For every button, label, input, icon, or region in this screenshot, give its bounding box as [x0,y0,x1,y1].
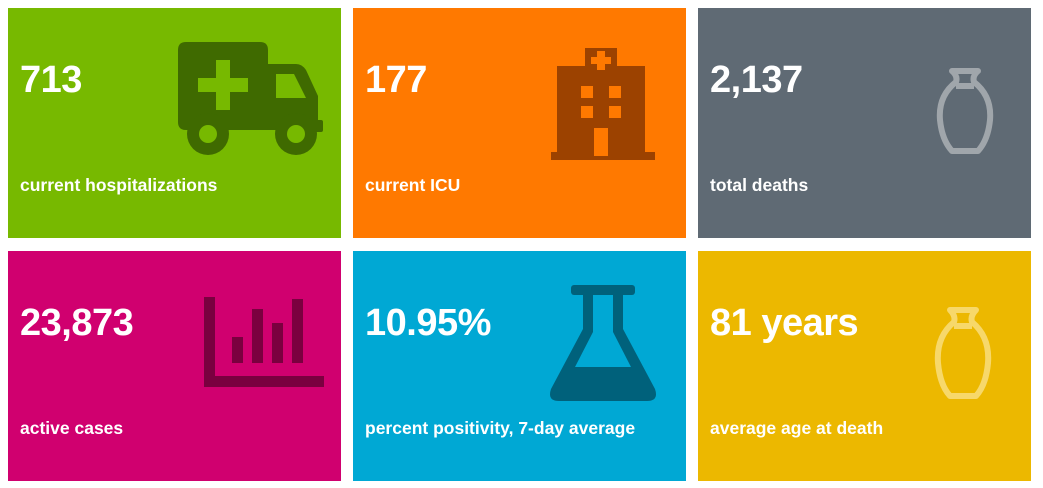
stat-tile-active-cases: 23,873 active cases [8,251,341,481]
age-at-death-value: 81 years [710,302,859,344]
stat-tile-deaths: 2,137 total deaths [698,8,1031,238]
ambulance-icon [178,42,323,157]
flask-icon [549,285,657,405]
icu-label: current ICU [365,175,461,195]
active-cases-label: active cases [20,418,124,438]
stat-tile-icu: 177 current ICU [353,8,686,238]
stat-tile-age-at-death: 81 years average age at death [698,251,1031,481]
urn-icon [934,68,996,154]
stat-tile-positivity: 10.95% percent positivity, 7-day average [353,251,686,481]
deaths-label: total deaths [710,175,809,195]
hospitalizations-value: 713 [20,59,82,101]
positivity-value: 10.95% [365,302,491,344]
hospitalizations-label: current hospitalizations [20,175,218,195]
active-cases-value: 23,873 [20,302,134,344]
icu-value: 177 [365,59,427,101]
positivity-label: percent positivity, 7-day average [365,418,636,438]
hospital-icon [551,48,655,160]
urn-icon [932,307,994,399]
age-at-death-label: average age at death [710,418,884,438]
bar-chart-icon [204,297,324,387]
stat-tile-hospitalizations: 713 current hospitalizations [8,8,341,238]
deaths-value: 2,137 [710,59,803,101]
